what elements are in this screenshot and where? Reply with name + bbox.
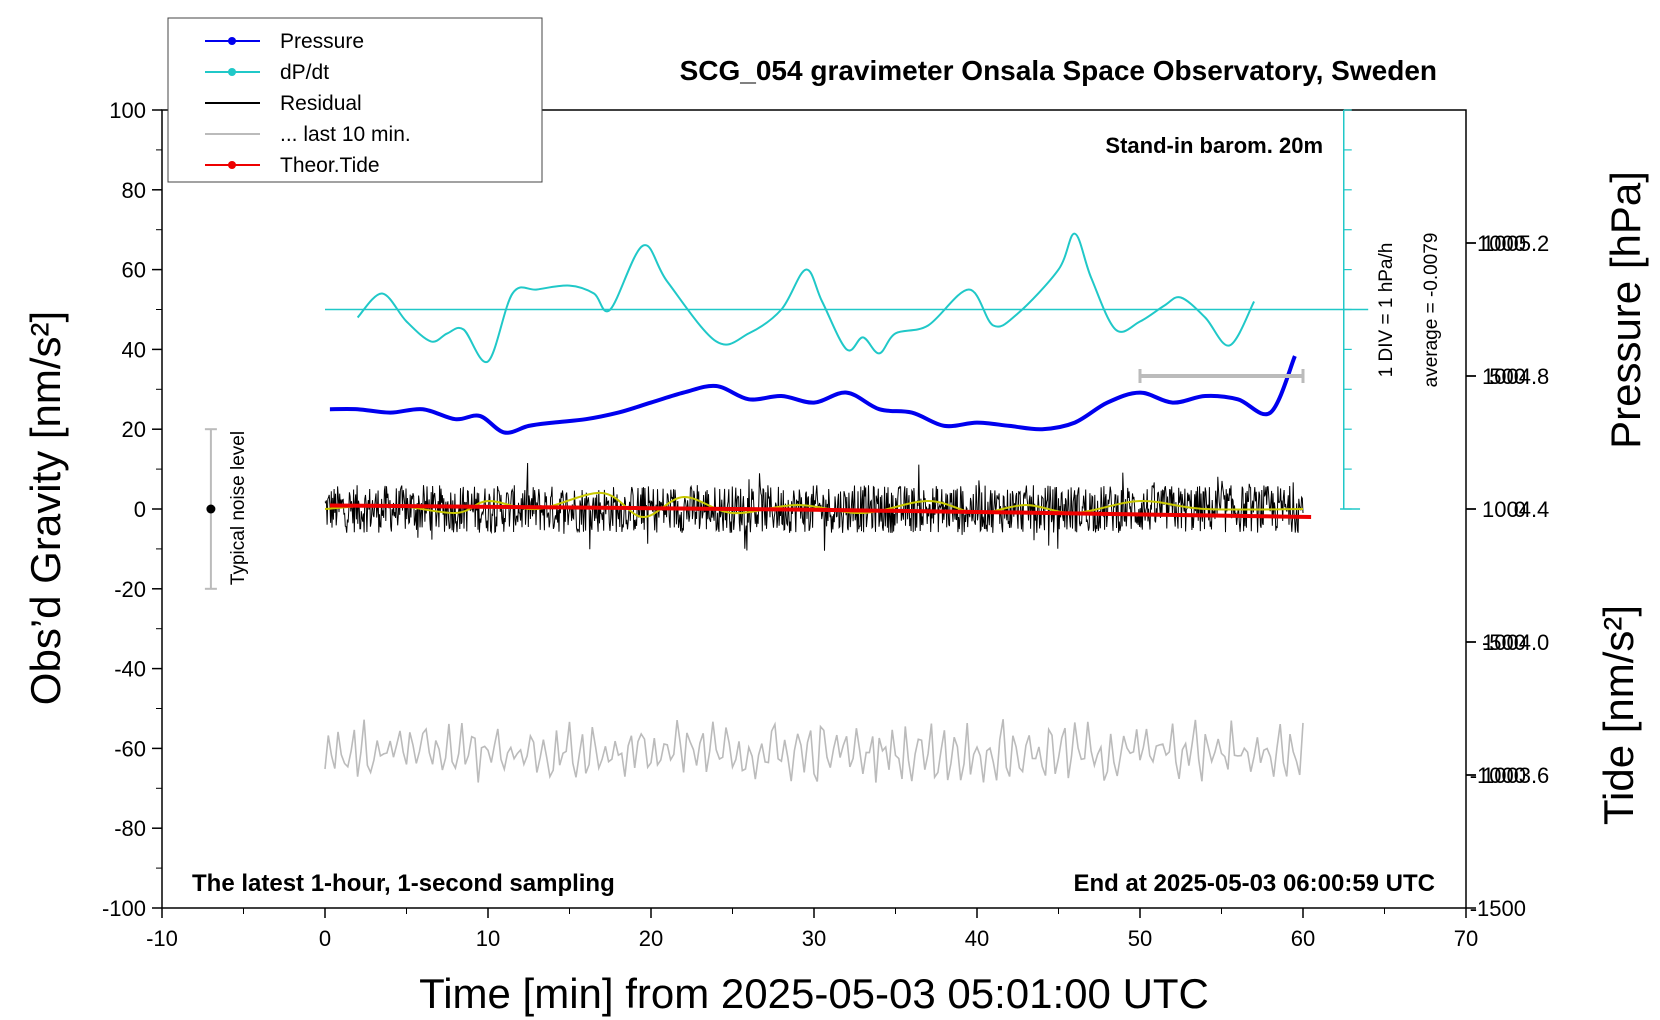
- y-tick-label: 0: [134, 497, 146, 522]
- y-tick-label: -100: [102, 896, 146, 921]
- legend-label: dP/dt: [280, 61, 329, 84]
- pressure-tick-label: 1004.0: [1482, 630, 1549, 655]
- dpdt-scale-label: 1 DIV = 1 hPa/h: [1376, 243, 1397, 378]
- tide-tick-label: 500: [1489, 364, 1526, 389]
- axis-ticks: -10 0 10 20 30 40 50 60 70-100-80-60-40-20020406…: [102, 98, 1549, 951]
- residual-smoothed-line: [324, 491, 1304, 519]
- legend: Pressure dP/dt Residual ... last 10 min. The…: [167, 17, 543, 183]
- y-tick-label: -60: [114, 736, 146, 761]
- barometer-note: Stand-in barom. 20m: [1105, 133, 1323, 158]
- noise-level-label: Typical noise level: [228, 431, 249, 585]
- legend-label: Theor.Tide: [280, 154, 380, 177]
- y-tick-label: 60: [122, 258, 146, 283]
- legend-marker: [228, 37, 236, 45]
- dpdt-average-label: average = -0.0079: [1421, 233, 1442, 388]
- legend-marker: [228, 68, 236, 76]
- legend-label: Residual: [280, 92, 362, 115]
- tide-tick-label: 1000: [1477, 231, 1526, 256]
- legend-label: ... last 10 min.: [280, 123, 411, 146]
- end-time-note: End at 2025-05-03 06:00:59 UTC: [1074, 870, 1436, 897]
- y-tick-label: -20: [114, 577, 146, 602]
- x-tick-label: 20: [639, 926, 663, 951]
- pressure-tick-label: 1004.8: [1482, 364, 1549, 389]
- x-tick-label: 70: [1454, 926, 1478, 951]
- pressure-tick-label: 1005.2: [1482, 231, 1549, 256]
- y-tick-label: 20: [122, 417, 146, 442]
- x-tick-label: 10: [476, 926, 500, 951]
- noise-bar-center: [206, 504, 216, 514]
- x-tick-label: 50: [1128, 926, 1152, 951]
- x-axis-title: Time [min] from 2025-05-03 05:01:00 UTC: [419, 970, 1209, 1017]
- y-tick-label: 80: [122, 178, 146, 203]
- last-10-min-line: [324, 719, 1304, 783]
- x-tick-label: 30: [802, 926, 826, 951]
- pressure-tick-label: 1003.6: [1482, 763, 1549, 788]
- x-tick-label: 40: [965, 926, 989, 951]
- y-tick-label: 100: [109, 98, 146, 123]
- data-series: [204, 109, 1369, 783]
- y-axis-title: Obs’d Gravity [nm/s²]: [22, 311, 69, 705]
- chart-title: SCG_054 gravimeter Onsala Space Observat…: [680, 55, 1437, 86]
- x-tick-label: -10: [146, 926, 178, 951]
- pressure-tick-label: 1004.4: [1482, 497, 1549, 522]
- legend-marker: [228, 161, 236, 169]
- x-tick-label: 0: [319, 926, 331, 951]
- pressure-axis-title: Pressure [hPa]: [1602, 171, 1649, 449]
- tide-tick-label: 0: [1514, 497, 1526, 522]
- legend-label: Pressure: [280, 30, 364, 53]
- tide-line: [329, 503, 1312, 519]
- tide-tick-label: -1500: [1470, 896, 1526, 921]
- pressure-line: [329, 355, 1297, 435]
- sampling-note: The latest 1-hour, 1-second sampling: [192, 870, 615, 897]
- x-tick-label: 60: [1291, 926, 1315, 951]
- legend-box: [167, 17, 543, 183]
- tide-axis-title: Tide [nm/s²]: [1595, 605, 1642, 825]
- tide-tick-label: -1000: [1470, 763, 1526, 788]
- tide-tick-label: -500: [1482, 630, 1526, 655]
- dpdt-line: [356, 232, 1255, 363]
- y-tick-label: -80: [114, 816, 146, 841]
- y-tick-label: -40: [114, 657, 146, 682]
- y-tick-label: 40: [122, 337, 146, 362]
